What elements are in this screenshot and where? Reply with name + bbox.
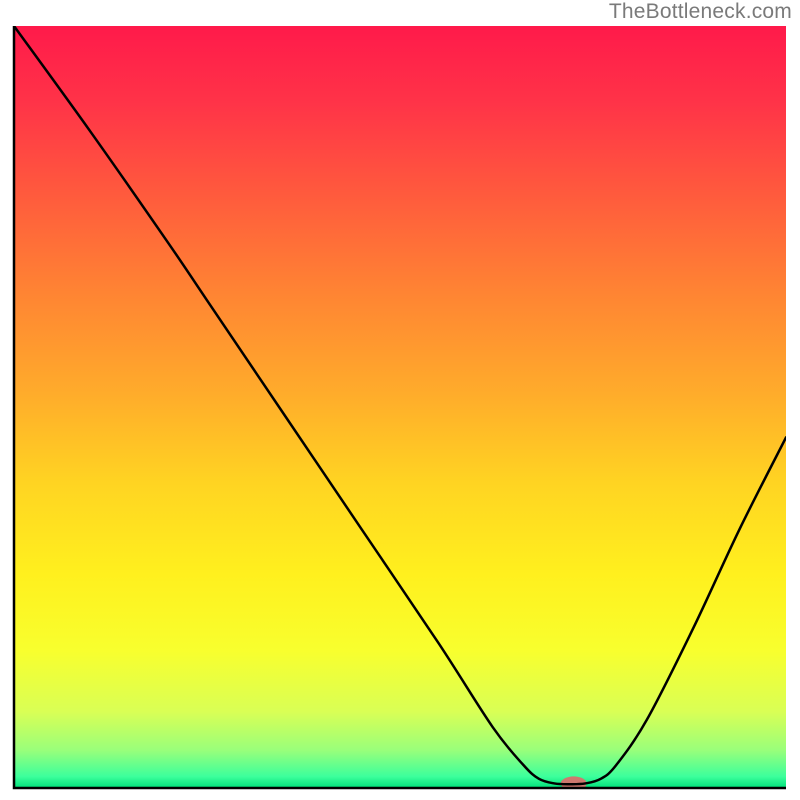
watermark-text: TheBottleneck.com: [609, 0, 792, 24]
bottleneck-curve-chart: [0, 0, 800, 800]
chart-container: TheBottleneck.com: [0, 0, 800, 800]
